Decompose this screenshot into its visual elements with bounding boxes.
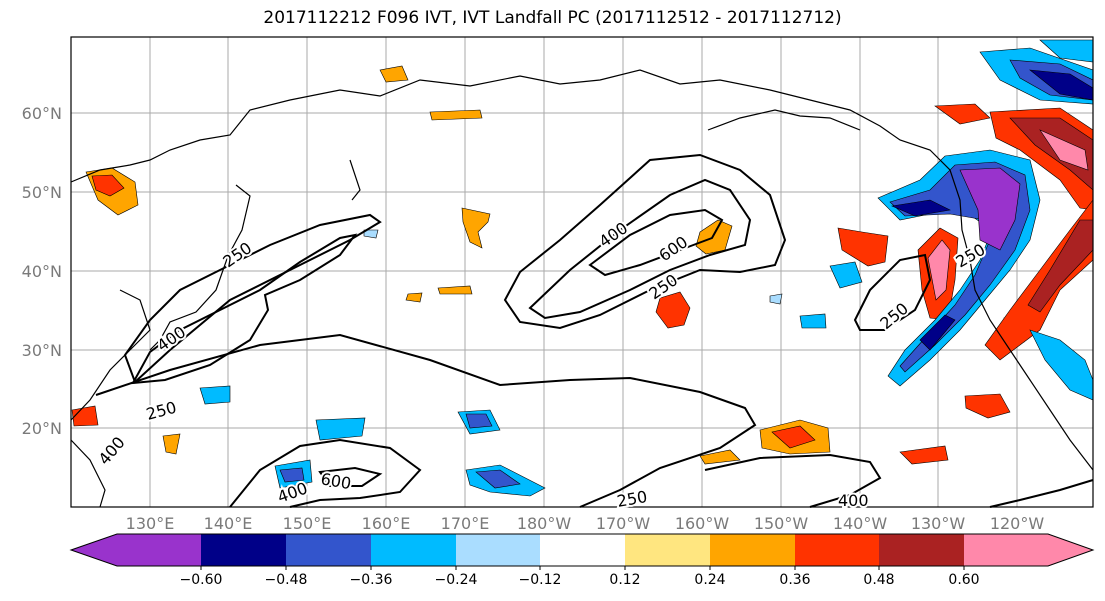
contour-label: 600 xyxy=(319,469,352,493)
lat-label: 20°N xyxy=(21,419,62,438)
ivt-contours xyxy=(95,153,1094,508)
lon-label: 130°W xyxy=(910,514,966,533)
lon-label: 170°E xyxy=(440,514,490,533)
colorbar-segment xyxy=(456,534,540,566)
colorbar-segment xyxy=(964,534,1093,566)
contour-label: 600 xyxy=(655,232,691,265)
plot-frame xyxy=(70,36,1094,508)
contour-label: 400 xyxy=(838,491,869,510)
lon-label: 160°E xyxy=(361,514,411,533)
colorbar-tick-label: −0.36 xyxy=(349,572,393,588)
lat-label: 60°N xyxy=(21,104,62,123)
positive-pc-shading xyxy=(71,65,1094,465)
colorbar-segment xyxy=(625,534,710,566)
colorbar-segment xyxy=(795,534,879,566)
lon-label: 150°W xyxy=(753,514,809,533)
contour-label: 250 xyxy=(144,398,178,424)
lon-label: 120°W xyxy=(989,514,1045,533)
lon-label: 160°W xyxy=(674,514,730,533)
lon-label: 130°E xyxy=(125,514,175,533)
colorbar-segment xyxy=(710,534,795,566)
coastlines xyxy=(70,69,1094,508)
colorbar-tick-label: 0.24 xyxy=(694,572,726,588)
lon-label: 140°E xyxy=(203,514,253,533)
map-plot: 250 400 250 400 600 400 600 250 250 250 … xyxy=(70,36,1094,513)
colorbar-segment xyxy=(71,534,201,566)
negative-pc-shading xyxy=(199,39,1094,497)
colorbar-segment xyxy=(540,534,625,566)
colorbar-segment xyxy=(371,534,456,566)
colorbar-tick-label: 0.48 xyxy=(863,572,895,588)
colorbar-tick-label: −0.12 xyxy=(518,572,562,588)
lat-label: 30°N xyxy=(21,341,62,360)
colorbar-tick-label: −0.48 xyxy=(264,572,308,588)
colorbar-tick-label: 0.12 xyxy=(609,572,641,588)
lon-label: 150°E xyxy=(282,514,332,533)
colorbar-segment xyxy=(879,534,964,566)
colorbar-segment xyxy=(286,534,371,566)
colorbar xyxy=(69,533,1095,570)
colorbar-tick-label: 0.36 xyxy=(779,572,811,588)
lon-label: 170°W xyxy=(595,514,651,533)
lon-label: 140°W xyxy=(832,514,888,533)
lat-label: 40°N xyxy=(21,262,62,281)
colorbar-tick-label: 0.60 xyxy=(948,572,980,588)
map-title: 2017112212 F096 IVT, IVT Landfall PC (20… xyxy=(263,8,842,28)
colorbar-outline xyxy=(69,533,1095,567)
colorbar-segment xyxy=(201,534,286,566)
lon-label: 180°W xyxy=(516,514,572,533)
colorbar-tick-label: −0.60 xyxy=(179,572,223,588)
contour-label: 400 xyxy=(95,433,129,469)
colorbar-tick-label: −0.24 xyxy=(434,572,478,588)
contour-label: 250 xyxy=(876,299,912,333)
lat-label: 50°N xyxy=(21,183,62,202)
